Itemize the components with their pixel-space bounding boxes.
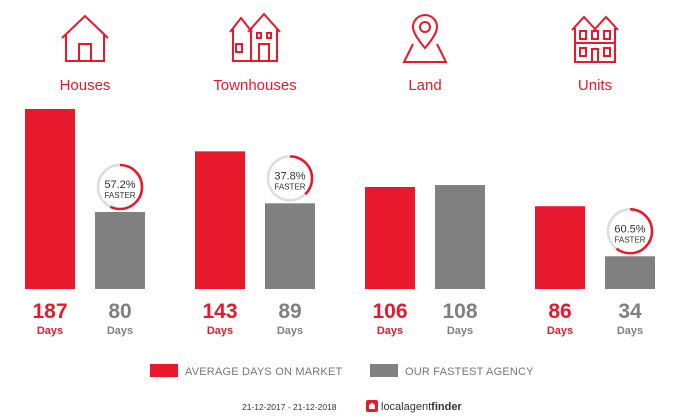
legend-label-average: AVERAGE DAYS ON MARKET — [185, 366, 342, 378]
faster-badge-houses: 57.2%FASTER — [96, 163, 144, 211]
badge-percent: 57.2% — [104, 179, 135, 191]
unit-label-units-agency: Days — [617, 325, 643, 337]
badge-percent: 60.5% — [614, 223, 645, 235]
badge-faster-text: FASTER — [274, 182, 305, 191]
bar-units-average — [535, 206, 585, 289]
unit-label-units-average: Days — [547, 325, 573, 337]
unit-label-townhouses-agency: Days — [277, 325, 303, 337]
value-label-units-agency: 34 — [618, 300, 642, 323]
units-building-icon — [571, 15, 619, 63]
brand-wordmark-bold: finder — [431, 401, 462, 413]
unit-label-townhouses-average: Days — [207, 325, 233, 337]
faster-badge-townhouses: 37.8%FASTER — [266, 155, 314, 202]
brand-logo: localagentfinder — [366, 400, 462, 413]
unit-label-houses-average: Days — [37, 325, 63, 337]
value-label-units-average: 86 — [548, 300, 571, 323]
legend-label-agency: OUR FASTEST AGENCY — [405, 366, 534, 378]
badge-progress-arc — [266, 155, 314, 202]
unit-label-land-average: Days — [377, 325, 403, 337]
bar-units-agency — [605, 256, 655, 289]
bar-houses-average — [25, 109, 75, 289]
bar-land-average — [365, 186, 415, 289]
legend-swatch-agency — [370, 364, 398, 377]
value-label-land-agency: 108 — [442, 300, 477, 323]
category-label-townhouses: Townhouses — [213, 77, 296, 94]
badge-progress-arc — [606, 208, 654, 255]
badge-faster-text: FASTER — [104, 191, 135, 200]
badge-percent: 37.8% — [274, 170, 305, 182]
unit-label-land-agency: Days — [447, 325, 473, 337]
unit-label-houses-agency: Days — [107, 325, 133, 337]
legend: AVERAGE DAYS ON MARKET OUR FASTEST AGENC… — [150, 364, 534, 378]
brand-wordmark: localagentfinder — [381, 401, 462, 413]
category-label-land: Land — [408, 77, 441, 94]
map-pin-icon — [402, 14, 448, 63]
townhouse-icon — [229, 12, 281, 62]
bars-layer — [25, 109, 655, 289]
category-label-houses: Houses — [60, 77, 111, 94]
date-range: 21-12-2017 - 21-12-2018 — [242, 402, 337, 412]
bar-land-agency — [435, 185, 485, 289]
faster-badge-units: 60.5%FASTER — [606, 208, 654, 255]
bar-townhouses-average — [195, 151, 245, 289]
value-label-houses-agency: 80 — [108, 300, 131, 323]
bar-houses-agency — [95, 211, 145, 289]
value-label-land-average: 106 — [372, 300, 407, 323]
bar-townhouses-agency — [265, 203, 315, 289]
brand-wordmark-light: localagent — [381, 401, 431, 413]
value-label-townhouses-average: 143 — [202, 300, 237, 323]
value-label-houses-average: 187 — [32, 300, 67, 323]
category-label-units: Units — [578, 77, 612, 94]
value-labels-layer: 187 Days 80 Days 143 Days 89 Days 106 Days 108 Days… — [32, 300, 643, 337]
legend-swatch-average — [150, 364, 178, 377]
house-icon — [61, 14, 109, 62]
value-label-townhouses-agency: 89 — [278, 300, 301, 323]
badge-faster-text: FASTER — [614, 235, 645, 244]
badge-progress-arc — [96, 163, 144, 211]
